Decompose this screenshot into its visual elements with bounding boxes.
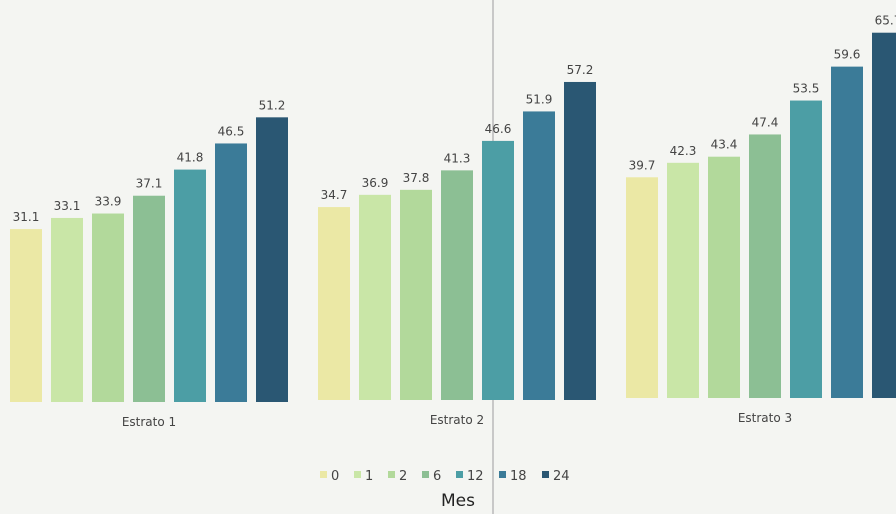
bar bbox=[749, 134, 781, 398]
legend-label: 24 bbox=[553, 469, 570, 484]
legend-label: 0 bbox=[331, 469, 339, 484]
bar bbox=[359, 194, 391, 400]
bar bbox=[831, 66, 863, 399]
legend-swatch bbox=[499, 471, 506, 478]
legend-title: Mes bbox=[441, 491, 475, 511]
data-label: 47.4 bbox=[752, 115, 779, 129]
bar bbox=[441, 170, 473, 400]
data-label: 33.1 bbox=[54, 199, 81, 213]
data-label: 53.5 bbox=[793, 82, 820, 96]
bar bbox=[872, 32, 896, 398]
data-label: 34.7 bbox=[321, 188, 348, 202]
legend-swatch bbox=[542, 471, 549, 478]
data-label: 41.3 bbox=[444, 151, 471, 165]
data-label: 42.3 bbox=[670, 144, 697, 158]
category-label: Estrato 3 bbox=[738, 411, 792, 425]
data-label: 51.2 bbox=[259, 98, 286, 112]
data-label: 65.7 bbox=[875, 14, 896, 28]
data-label: 31.1 bbox=[13, 210, 40, 224]
legend-swatch bbox=[354, 471, 361, 478]
legend-label: 2 bbox=[399, 469, 407, 484]
legend-label: 18 bbox=[510, 469, 527, 484]
bar bbox=[215, 143, 247, 402]
legend-swatch bbox=[320, 471, 327, 478]
legend-swatch bbox=[456, 471, 463, 478]
bar bbox=[256, 117, 288, 402]
bar bbox=[51, 217, 83, 402]
bar bbox=[564, 81, 596, 400]
data-label: 43.4 bbox=[711, 138, 738, 152]
data-label: 36.9 bbox=[362, 176, 389, 190]
bar bbox=[523, 111, 555, 400]
data-label: 46.5 bbox=[218, 124, 245, 138]
legend-label: 1 bbox=[365, 469, 373, 484]
data-label: 37.8 bbox=[403, 171, 430, 185]
bar bbox=[708, 156, 740, 398]
data-label: 41.8 bbox=[177, 151, 204, 165]
category-label: Estrato 1 bbox=[122, 415, 176, 429]
legend-label: 12 bbox=[467, 469, 484, 484]
legend-swatch bbox=[422, 471, 429, 478]
bar bbox=[667, 162, 699, 398]
category-label: Estrato 2 bbox=[430, 413, 484, 427]
data-label: 37.1 bbox=[136, 177, 163, 191]
bar bbox=[482, 140, 514, 401]
bar bbox=[626, 177, 658, 398]
bar bbox=[790, 100, 822, 398]
bar bbox=[10, 229, 42, 402]
data-label: 39.7 bbox=[629, 158, 656, 172]
legend-label: 6 bbox=[433, 469, 441, 484]
data-label: 46.6 bbox=[485, 122, 512, 136]
bar bbox=[318, 207, 350, 400]
bar bbox=[133, 195, 165, 402]
bar bbox=[92, 213, 124, 402]
legend-swatch bbox=[388, 471, 395, 478]
data-label: 57.2 bbox=[567, 63, 594, 77]
bar bbox=[174, 169, 206, 402]
data-label: 33.9 bbox=[95, 195, 122, 209]
bar bbox=[400, 189, 432, 400]
data-label: 59.6 bbox=[834, 48, 861, 62]
data-label: 51.9 bbox=[526, 92, 553, 106]
